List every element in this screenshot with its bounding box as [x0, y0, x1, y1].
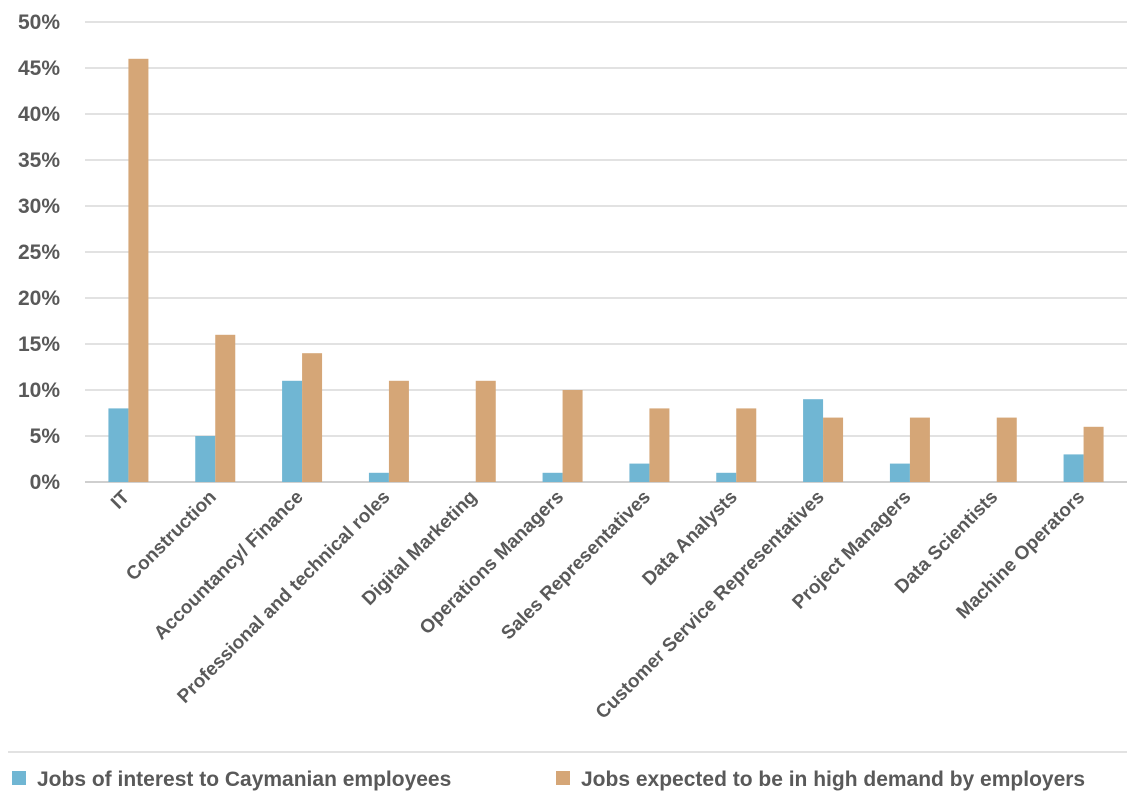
bar-interest-0: [108, 408, 129, 482]
x-category-label: Operations Managers: [416, 487, 568, 639]
bar-interest-7: [716, 472, 737, 482]
bar-interest-3: [368, 472, 389, 482]
x-category-label: IT: [107, 486, 134, 513]
bar-demand-2: [302, 353, 323, 482]
y-tick-label: 30%: [18, 195, 60, 218]
y-tick-label: 20%: [18, 287, 60, 310]
bar-demand-1: [215, 334, 236, 482]
legend-label-demand: Jobs expected to be in high demand by em…: [581, 768, 1085, 791]
x-category-label: Construction: [122, 487, 220, 585]
legend: Jobs of interest to Caymanian employees J…: [12, 768, 1085, 791]
bar-demand-0: [128, 58, 149, 483]
legend-label-interest: Jobs of interest to Caymanian employees: [37, 768, 451, 791]
bar-demand-3: [388, 380, 409, 482]
x-category-label: Accountancy/ Finance: [150, 487, 307, 644]
bar-interest-8: [803, 399, 824, 482]
bar-interest-5: [542, 472, 563, 482]
bar-demand-6: [649, 408, 670, 482]
bar-interest-1: [195, 436, 216, 482]
y-tick-label: 25%: [18, 241, 60, 264]
legend-swatch-demand: [556, 771, 570, 785]
y-tick-label: 0%: [30, 471, 61, 494]
x-category-label: Sales Representatives: [497, 487, 654, 644]
bars: [108, 58, 1104, 483]
y-axis-tick-labels: 0% 5% 10% 15% 20% 25% 30% 35% 40% 45% 50%: [18, 11, 60, 494]
y-tick-label: 45%: [18, 57, 60, 80]
bar-interest-9: [889, 463, 910, 482]
bar-interest-6: [629, 463, 650, 482]
bar-demand-7: [736, 408, 757, 482]
y-tick-label: 10%: [18, 379, 60, 402]
bar-demand-5: [562, 390, 583, 482]
bar-interest-11: [1063, 454, 1084, 482]
bar-demand-8: [823, 417, 844, 482]
y-tick-label: 35%: [18, 149, 60, 172]
bar-demand-4: [475, 380, 496, 482]
y-tick-label: 40%: [18, 103, 60, 126]
legend-swatch-interest: [12, 771, 26, 785]
bar-demand-9: [909, 417, 930, 482]
bar-demand-11: [1083, 426, 1104, 482]
bar-demand-10: [996, 417, 1017, 482]
gridlines: [85, 21, 1127, 483]
bar-interest-2: [282, 380, 303, 482]
y-tick-label: 50%: [18, 11, 60, 34]
y-tick-label: 15%: [18, 333, 60, 356]
y-tick-label: 5%: [30, 425, 61, 448]
